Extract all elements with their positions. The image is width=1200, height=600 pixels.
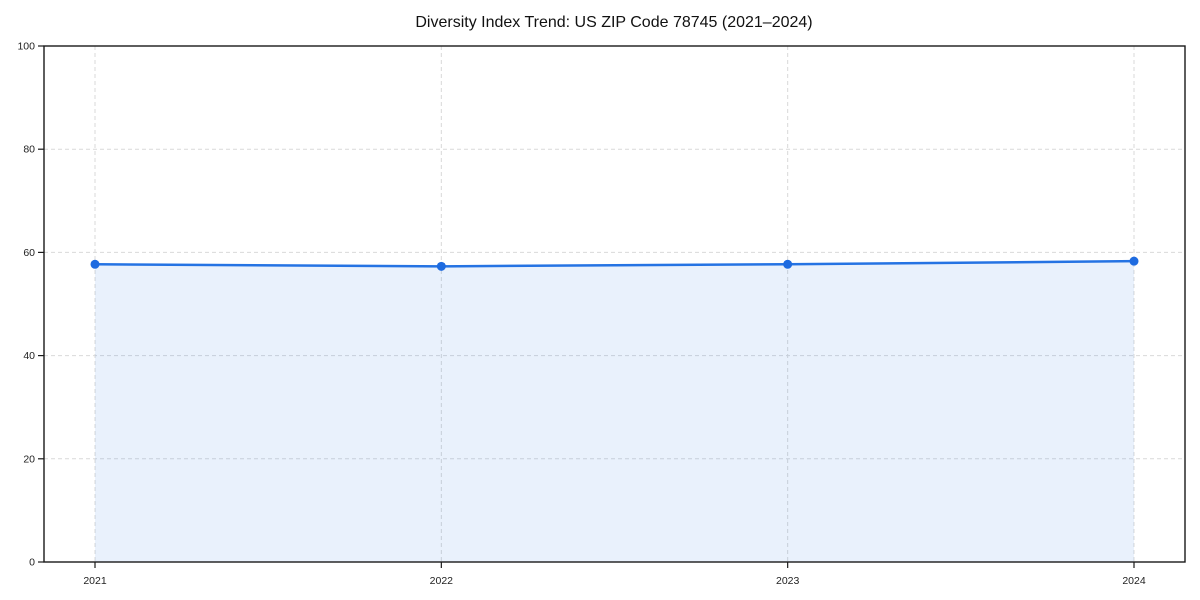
trend-line (93, 259, 1136, 268)
plot-area: 0 20 40 60 80 100 2021 2022 2023 2024 (17, 41, 1186, 587)
data-point-2023 (783, 259, 793, 269)
x-tick-label: 2024 (1122, 575, 1146, 587)
x-tick-label: 2022 (430, 575, 454, 587)
y-tick-label: 100 (17, 41, 35, 53)
y-tick-label: 0 (29, 557, 35, 569)
x-tick-label: 2021 (83, 575, 107, 587)
x-tick-label: 2023 (776, 575, 800, 587)
chart-title: Diversity Index Trend: US ZIP Code 78745… (415, 14, 812, 31)
area-fill (95, 261, 1134, 562)
data-point-2024 (1129, 256, 1139, 266)
data-point-2021 (90, 259, 100, 269)
y-tick-label: 60 (23, 247, 35, 259)
plot-spines (43, 45, 1186, 563)
y-tick-label: 20 (23, 453, 35, 465)
y-tick-label: 80 (23, 144, 35, 156)
y-tick-label: 40 (23, 350, 35, 362)
data-point-2022 (436, 261, 446, 271)
